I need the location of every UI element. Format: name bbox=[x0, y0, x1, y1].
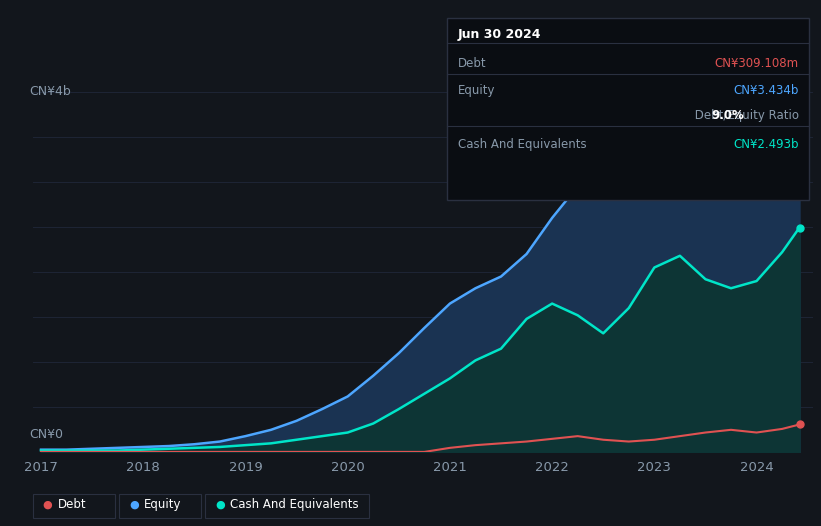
Text: Debt: Debt bbox=[57, 499, 86, 511]
Text: 9.0%: 9.0% bbox=[711, 109, 744, 123]
Text: ●: ● bbox=[43, 500, 53, 510]
Text: CN¥3.434b: CN¥3.434b bbox=[733, 84, 799, 97]
Text: ●: ● bbox=[215, 500, 225, 510]
Text: Debt: Debt bbox=[458, 57, 487, 70]
Text: CN¥309.108m: CN¥309.108m bbox=[715, 57, 799, 70]
Text: Jun 30 2024: Jun 30 2024 bbox=[458, 28, 542, 41]
Text: Equity: Equity bbox=[144, 499, 181, 511]
Text: ●: ● bbox=[129, 500, 139, 510]
Text: CN¥2.493b: CN¥2.493b bbox=[733, 138, 799, 151]
Text: Cash And Equivalents: Cash And Equivalents bbox=[458, 138, 587, 151]
Text: Debt/Equity Ratio: Debt/Equity Ratio bbox=[690, 109, 799, 123]
Text: CN¥0: CN¥0 bbox=[29, 428, 63, 441]
Text: Equity: Equity bbox=[458, 84, 496, 97]
Text: CN¥4b: CN¥4b bbox=[29, 85, 71, 98]
Text: Cash And Equivalents: Cash And Equivalents bbox=[230, 499, 359, 511]
